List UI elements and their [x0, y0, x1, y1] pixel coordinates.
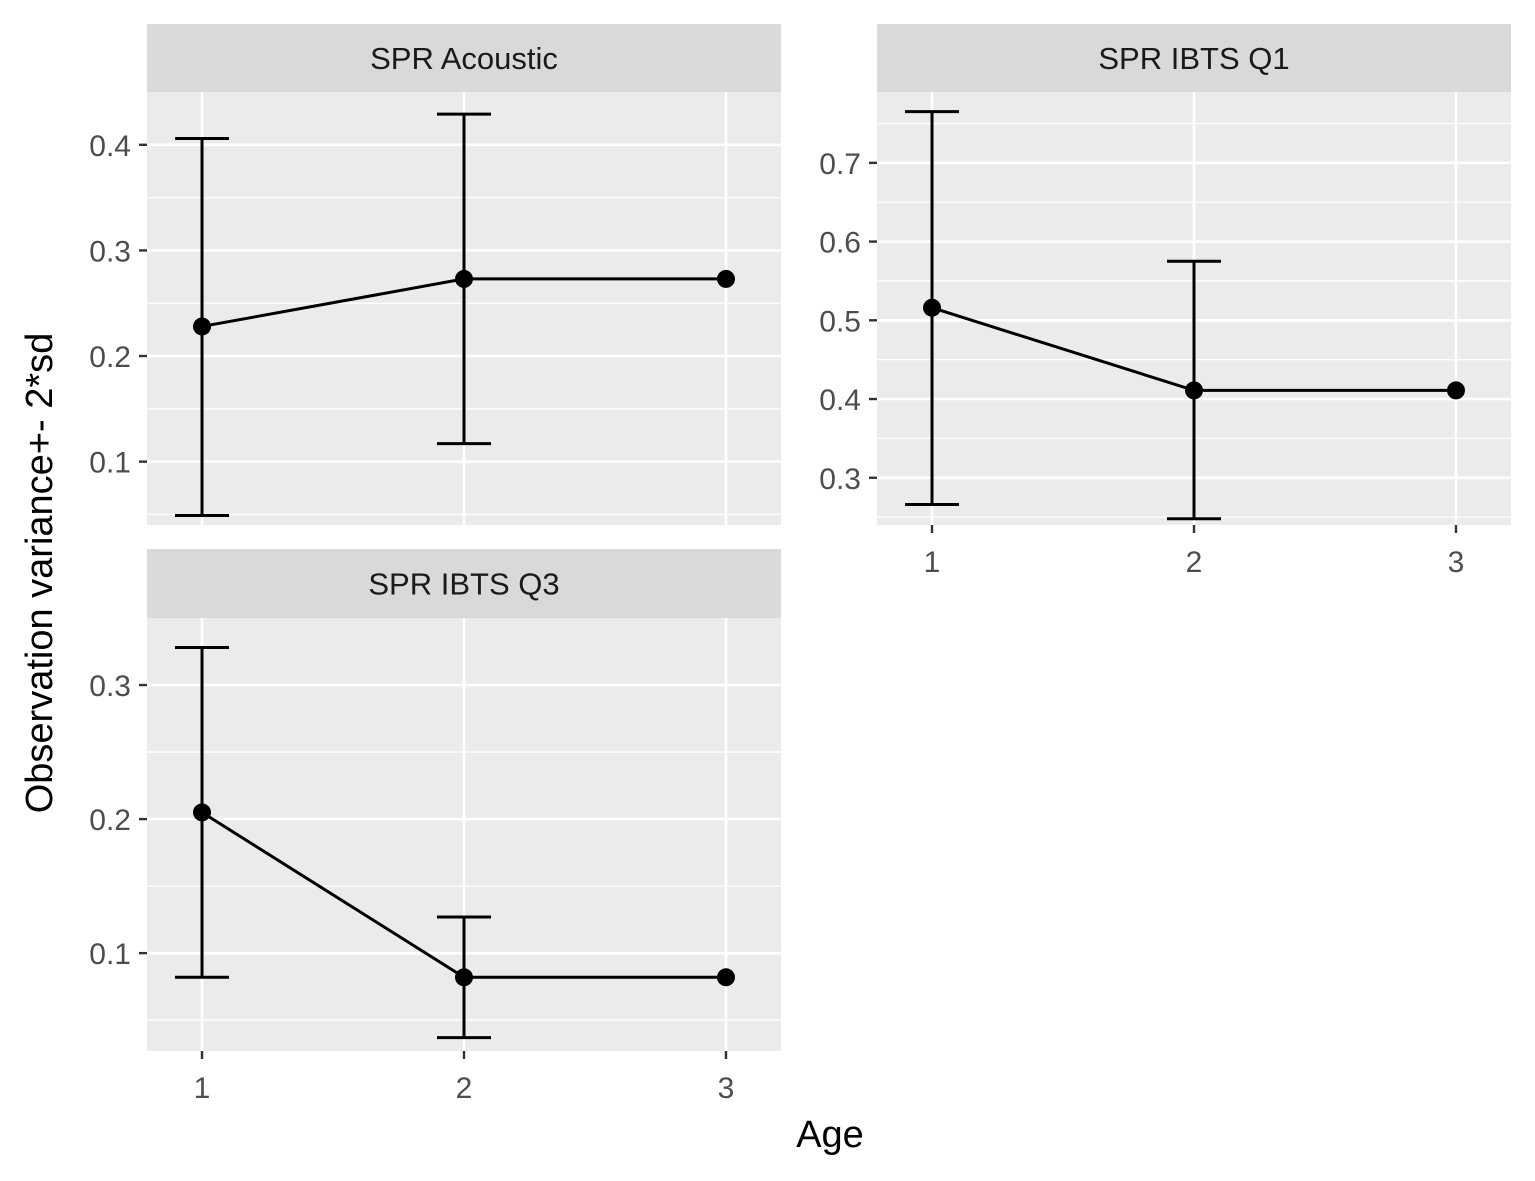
y-tick-label: 0.3 — [819, 463, 861, 496]
x-tick-label: 2 — [456, 1072, 473, 1105]
facet-panel: SPR Acoustic 0.1 0.2 0.3 0.4 — [89, 24, 781, 525]
data-point — [193, 803, 212, 822]
data-point — [716, 269, 735, 288]
data-point — [716, 968, 735, 987]
facet-strip — [147, 24, 781, 92]
data-point — [455, 269, 473, 288]
chart-panels: SPR Acoustic 0.1 0.2 0.3 0.4 SPR IBTS Q1 0.3 0.… — [89, 24, 1511, 1105]
facet-title: SPR Acoustic — [370, 41, 558, 76]
x-tick-label: 1 — [924, 546, 941, 579]
y-tick-label: 0.2 — [89, 804, 131, 837]
y-tick-label: 0.6 — [819, 227, 861, 260]
x-tick-label: 2 — [1186, 546, 1203, 579]
data-point — [193, 317, 212, 336]
y-tick-label: 0.7 — [819, 148, 861, 181]
facet-panel: SPR IBTS Q3 0.1 0.2 0.3 1 2 3 — [89, 549, 781, 1105]
facet-panel: SPR IBTS Q1 0.3 0.4 0.5 0.6 0.7 1 2 3 — [819, 24, 1511, 579]
y-tick-label: 0.1 — [89, 938, 131, 971]
y-axis-title: Observation variance+- 2*sd — [19, 333, 61, 814]
x-tick-label: 3 — [1448, 546, 1465, 579]
data-point — [455, 968, 473, 987]
data-point — [923, 298, 942, 317]
y-tick-label: 0.3 — [89, 235, 131, 268]
facet-strip — [147, 549, 781, 618]
y-tick-label: 0.4 — [819, 384, 861, 417]
x-axis-title: Age — [796, 1114, 864, 1156]
y-tick-label: 0.5 — [819, 305, 861, 338]
data-point — [1185, 381, 1203, 400]
y-tick-label: 0.3 — [89, 670, 131, 703]
x-tick-label: 1 — [194, 1072, 211, 1105]
y-tick-label: 0.1 — [89, 447, 131, 480]
y-tick-label: 0.2 — [89, 341, 131, 374]
facet-title: SPR IBTS Q3 — [368, 567, 559, 602]
data-point — [1446, 381, 1465, 400]
x-tick-label: 3 — [718, 1072, 735, 1105]
facet-strip — [877, 24, 1511, 92]
y-tick-label: 0.4 — [89, 130, 131, 163]
facet-title: SPR IBTS Q1 — [1098, 41, 1289, 76]
